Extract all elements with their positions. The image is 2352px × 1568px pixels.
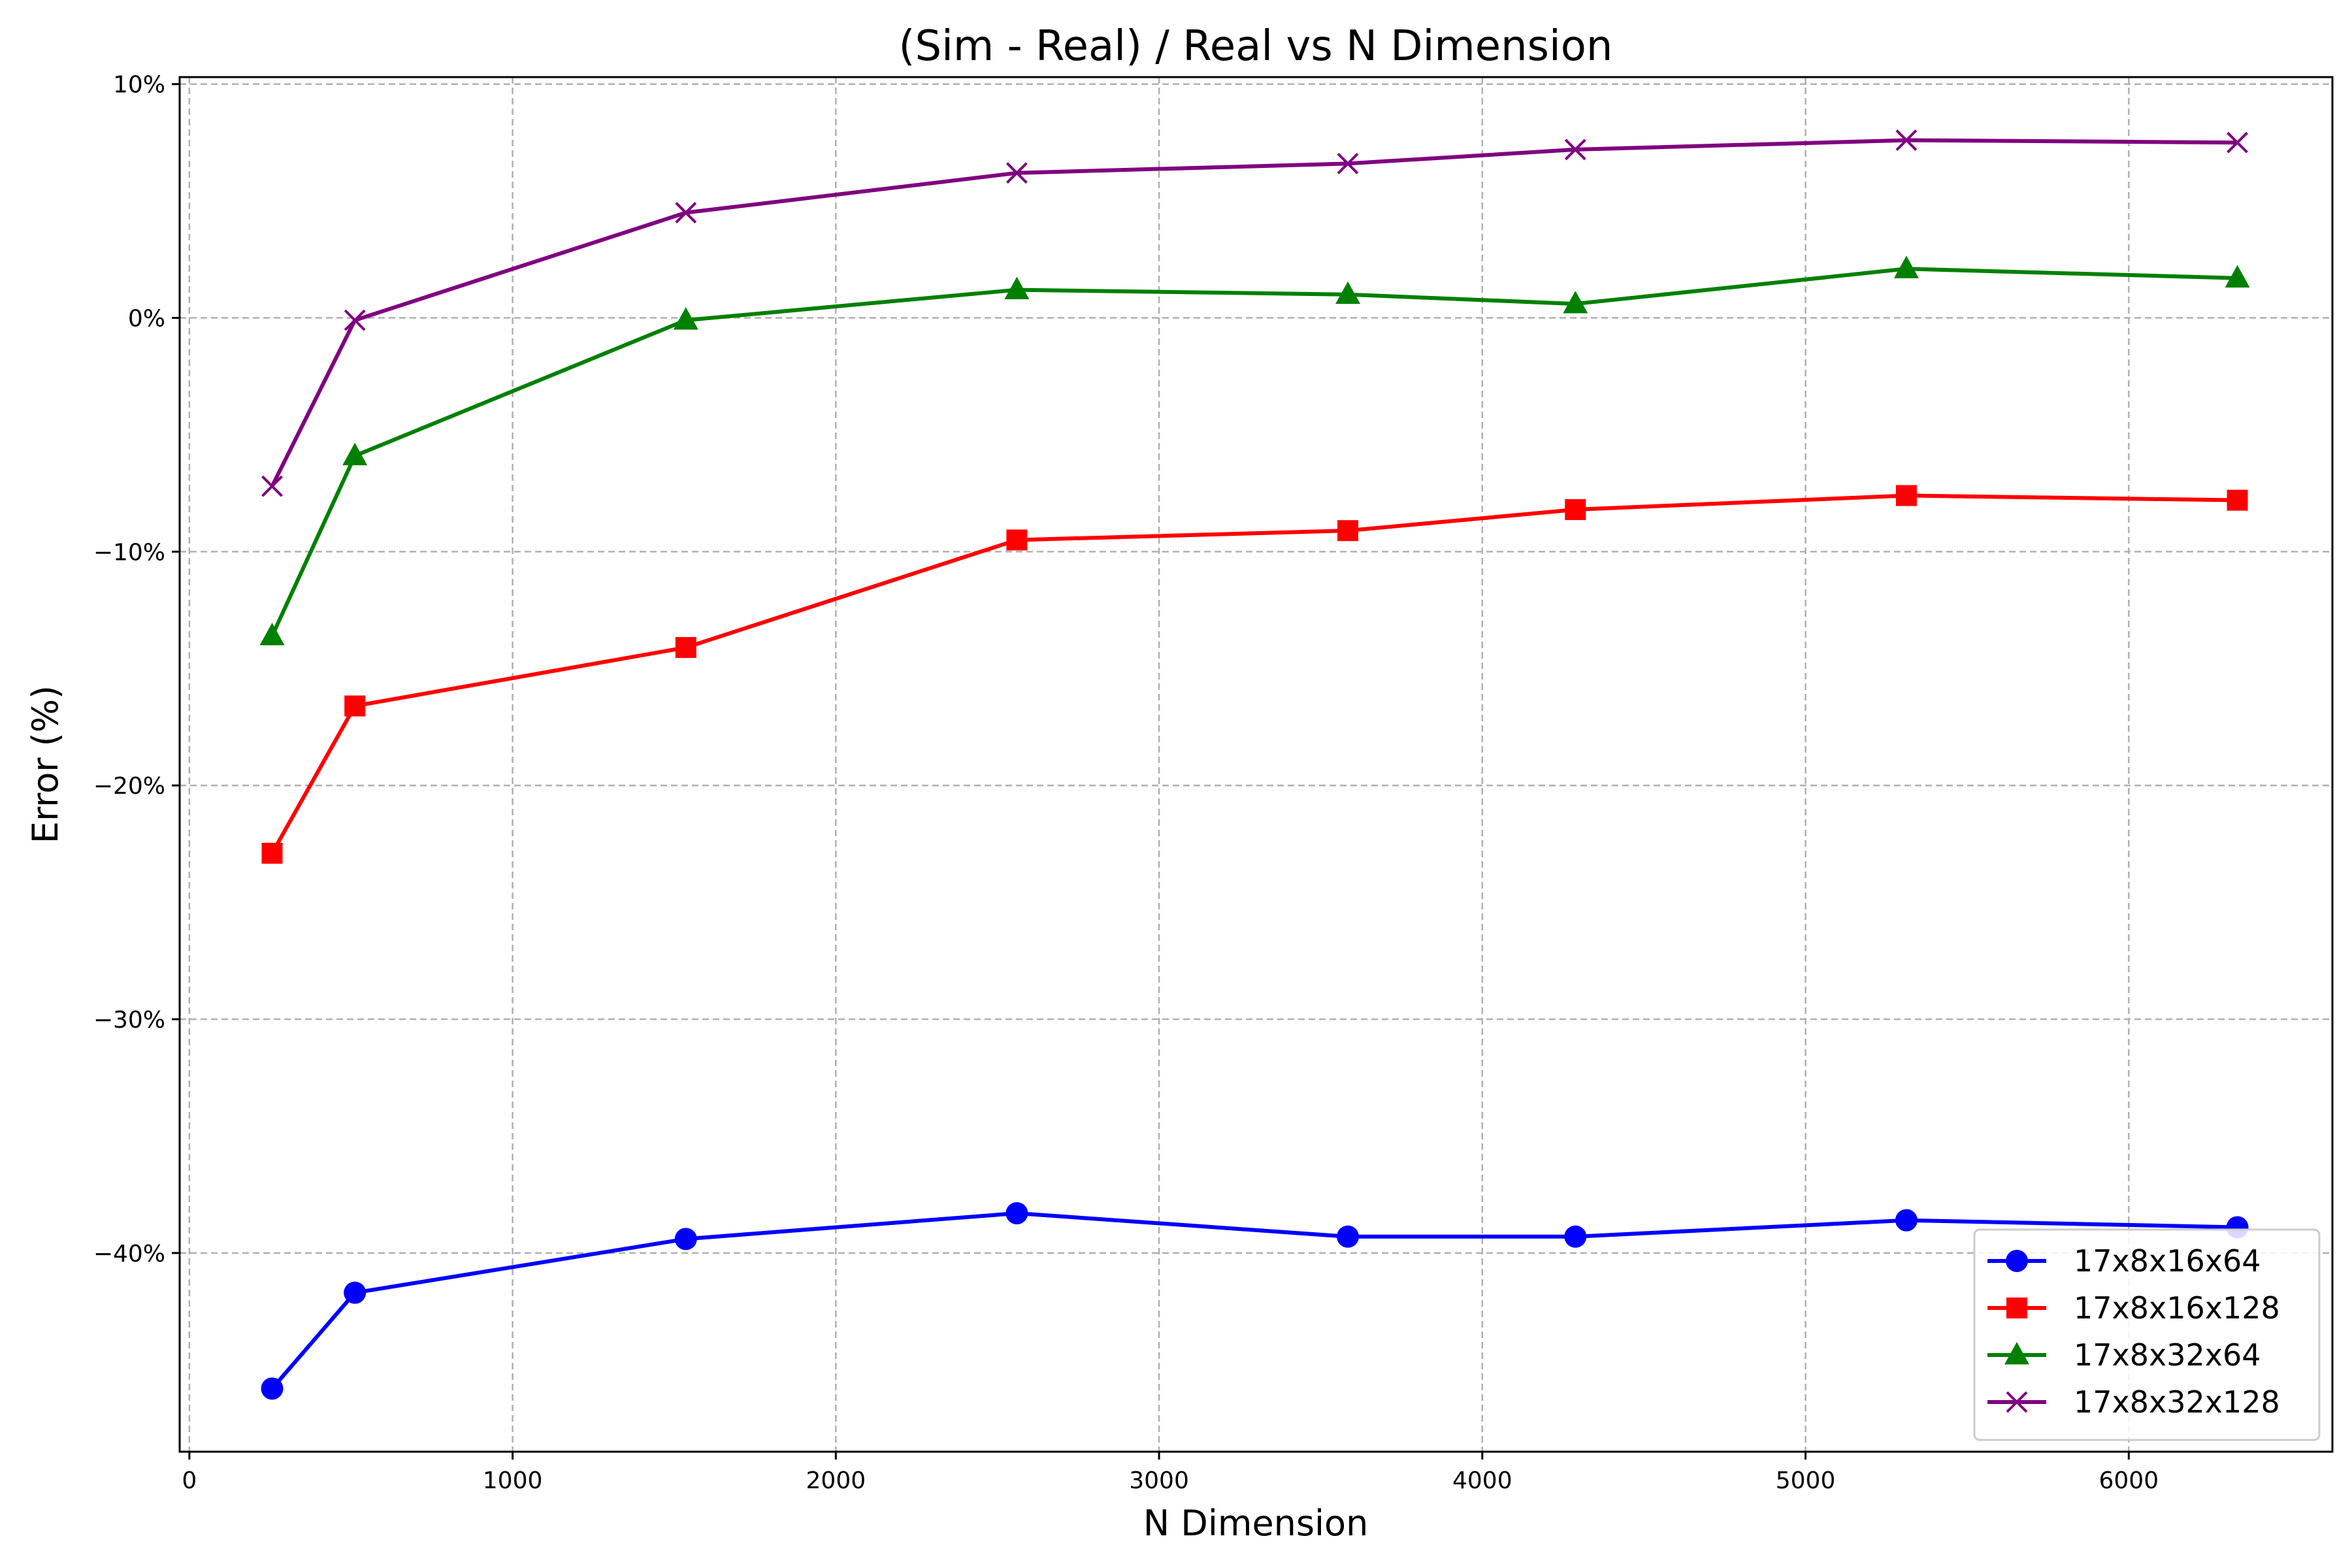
data-point (261, 842, 283, 864)
legend-swatch-marker-stroke (2006, 1391, 2028, 1413)
x-tick-label: 2000 (806, 1467, 866, 1494)
data-point (344, 1281, 367, 1304)
data-point (259, 623, 285, 645)
data-point (1335, 281, 1361, 304)
y-tick-label: 10% (113, 72, 165, 99)
data-point-stroke (1895, 129, 1918, 152)
legend-item: 17x8x16x64 (1987, 1243, 2261, 1279)
series-17x8x16x128 (261, 485, 2248, 864)
data-point (1565, 498, 1586, 520)
data-point (342, 442, 368, 466)
legend-swatch-marker (2006, 1391, 2028, 1413)
data-point (675, 202, 697, 223)
data-point (675, 637, 696, 659)
x-tick-label: 3000 (1129, 1467, 1189, 1494)
legend-swatch-marker (2006, 1250, 2028, 1272)
data-point (1895, 485, 1917, 506)
data-point-stroke (675, 202, 697, 223)
x-axis-label: N Dimension (1143, 1503, 1369, 1544)
y-tick-label: 0% (128, 306, 165, 333)
x-tick-label: 6000 (2099, 1467, 2159, 1494)
data-point (261, 475, 283, 497)
y-axis-label: Error (%) (25, 685, 66, 843)
legend-box (1973, 1228, 2321, 1441)
data-point (1006, 529, 1028, 551)
data-point-stroke (1564, 139, 1586, 161)
series-line (270, 493, 2238, 855)
legend-swatch-marker (2006, 1298, 2027, 1318)
chart-title: (Sim - Real) / Real vs N Dimension (899, 22, 1613, 71)
series-17x8x32x128 (261, 129, 2248, 497)
data-point (674, 1228, 697, 1250)
legend-item: 17x8x16x128 (1987, 1290, 2280, 1326)
data-point (2225, 265, 2250, 288)
x-tick-label: 5000 (1776, 1467, 1836, 1494)
legend-label: 17x8x32x128 (2074, 1384, 2280, 1420)
data-point (2227, 131, 2248, 154)
y-tick-label: −10% (93, 539, 165, 566)
legend-swatch-marker (2004, 1342, 2029, 1365)
data-point-stroke (2227, 131, 2248, 154)
data-point (1337, 520, 1359, 542)
series-17x8x32x64 (259, 255, 2250, 645)
data-point-stroke (261, 475, 283, 497)
data-point (673, 307, 698, 330)
y-tick-label: −40% (93, 1241, 165, 1267)
legend: 17x8x16x64 17x8x16x128 17x8x32x64 17x8x32x1… (1973, 1228, 2321, 1441)
data-point (344, 309, 366, 331)
legend-label: 17x8x16x64 (2074, 1243, 2261, 1279)
legend-item: 17x8x32x64 (1987, 1337, 2261, 1373)
data-point (1004, 276, 1030, 300)
data-point (1564, 139, 1586, 161)
x-tick-label: 4000 (1452, 1467, 1512, 1494)
data-point (1895, 1209, 1918, 1232)
data-point (2227, 489, 2248, 511)
x-tick-label: 1000 (483, 1467, 543, 1494)
data-point (1005, 162, 1028, 184)
x-tick-label: 0 (182, 1467, 197, 1494)
data-point (1893, 255, 1919, 278)
series-17x8x16x64 (261, 1202, 2249, 1400)
legend-label: 17x8x32x64 (2074, 1337, 2261, 1373)
data-point (1337, 152, 1359, 174)
series-line (270, 1211, 2238, 1390)
series-lines (259, 129, 2250, 1400)
data-point (1895, 129, 1918, 152)
data-point (1563, 291, 1588, 314)
y-tick-label: −20% (93, 773, 165, 800)
y-tick-label: −30% (93, 1007, 165, 1034)
legend-label: 17x8x16x128 (2074, 1290, 2280, 1326)
data-point-stroke (1337, 152, 1359, 174)
data-point-stroke (1005, 162, 1028, 184)
data-point (1564, 1225, 1587, 1248)
plot-area-frame (178, 76, 2334, 1453)
data-point (344, 695, 366, 717)
axis-ticks: 0 1000 2000 3000 4000 5000 6000 10% 0% −10% −20% −3… (93, 72, 2159, 1494)
data-point (261, 1377, 284, 1400)
series-line (270, 267, 2238, 637)
data-point (1337, 1225, 1360, 1248)
legend-item: 17x8x32x128 (1987, 1384, 2280, 1420)
data-point (1005, 1202, 1028, 1225)
series-line (270, 138, 2238, 487)
data-point-stroke (344, 309, 366, 331)
